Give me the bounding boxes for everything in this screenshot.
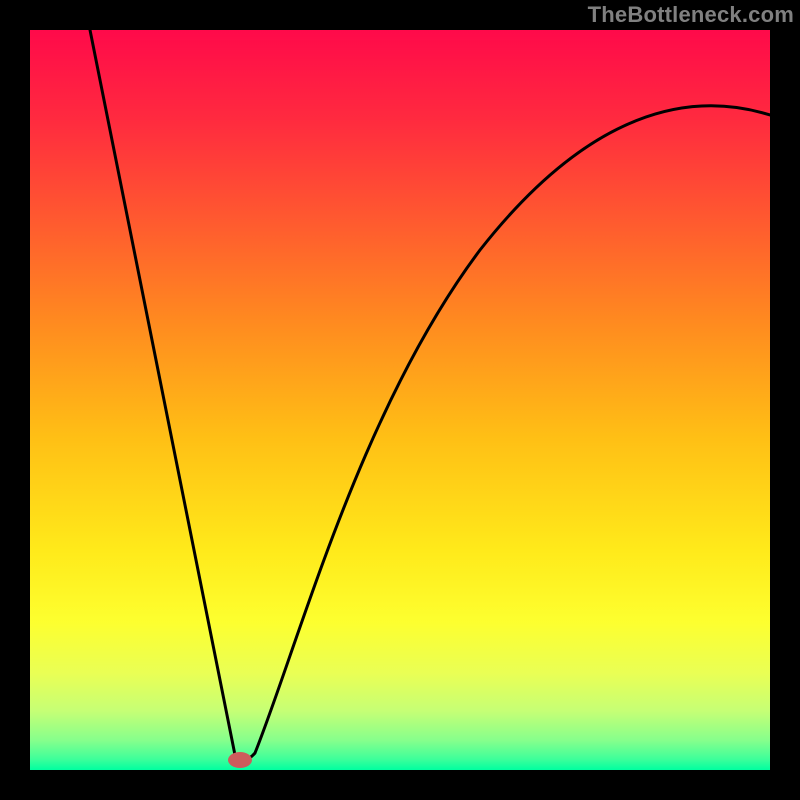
background-gradient [30,30,770,770]
bottleneck-chart [30,30,770,770]
minimum-marker [228,752,252,768]
chart-frame: TheBottleneck.com [0,0,800,800]
watermark-text: TheBottleneck.com [588,2,794,28]
plot-area [30,30,770,770]
